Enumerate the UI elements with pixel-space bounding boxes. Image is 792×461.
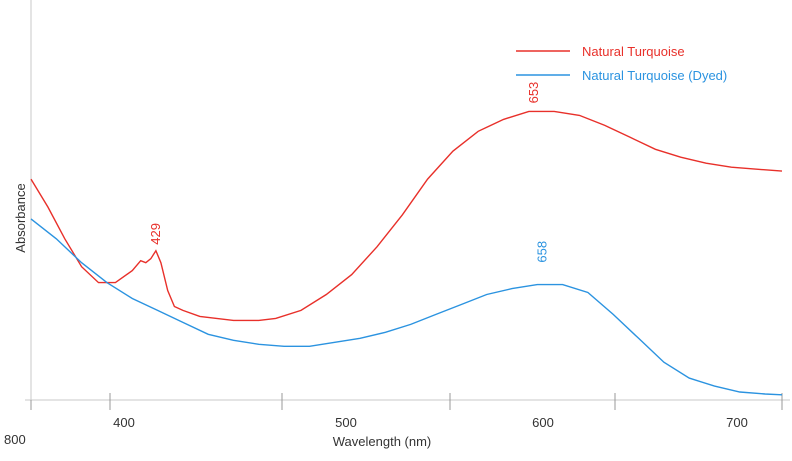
x-tick-label: 600 (532, 415, 554, 430)
legend-label-natural-turquoise-dyed: Natural Turquoise (Dyed) (582, 68, 727, 83)
series-line-natural-turquoise-dyed (30, 218, 783, 396)
peak-label-429: 429 (148, 223, 163, 245)
peak-label-658: 658 (534, 241, 549, 263)
series-line-natural-turquoise (30, 110, 783, 322)
peak-label-653: 653 (526, 82, 541, 104)
legend-label-natural-turquoise: Natural Turquoise (582, 44, 685, 59)
x-axis-title: Wavelength (nm) (333, 434, 432, 449)
legend: Natural Turquoise Natural Turquoise (Dye… (516, 44, 727, 83)
y-axis-title: Absorbance (13, 183, 28, 252)
x-tick-label: 800 (4, 432, 26, 447)
x-tick-label: 500 (335, 415, 357, 430)
x-tick-label: 400 (113, 415, 135, 430)
x-tick-label: 700 (726, 415, 748, 430)
